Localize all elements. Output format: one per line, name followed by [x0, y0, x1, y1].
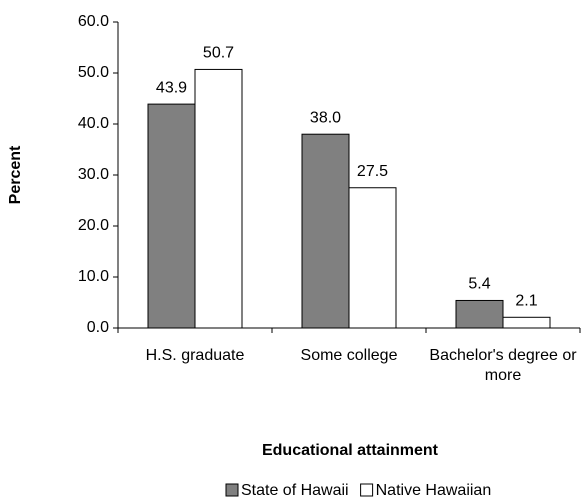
data-label: 38.0 [310, 109, 341, 126]
legend-label: Native Hawaiian [376, 482, 492, 498]
x-axis-title: Educational attainment [262, 442, 439, 459]
x-tick-label: Some college [300, 347, 398, 364]
data-label: 2.1 [515, 293, 537, 310]
y-tick-label: 10.0 [78, 268, 109, 285]
bar [502, 316, 551, 329]
y-tick-label: 40.0 [78, 115, 109, 132]
y-tick-label: 0.0 [87, 319, 109, 336]
x-tick-label: H.S. graduate [145, 347, 245, 364]
legend-swatch [360, 483, 374, 497]
bar [194, 68, 243, 329]
data-label: 43.9 [156, 79, 187, 96]
legend-label: State of Hawaii [241, 482, 349, 498]
x-tick-label: Bachelor's degree or more [429, 347, 577, 384]
data-label: 50.7 [203, 45, 234, 62]
bar [455, 299, 504, 329]
y-tick-label: 30.0 [78, 166, 109, 183]
bar [348, 187, 397, 329]
y-tick-label: 20.0 [78, 217, 109, 234]
data-label: 5.4 [468, 276, 490, 293]
y-tick-label: 60.0 [78, 13, 109, 30]
data-label: 27.5 [357, 163, 388, 180]
bar [301, 133, 350, 329]
legend-swatch [225, 483, 239, 497]
bar [147, 103, 196, 329]
y-axis-title: Percent [7, 145, 24, 204]
y-tick-label: 50.0 [78, 64, 109, 81]
